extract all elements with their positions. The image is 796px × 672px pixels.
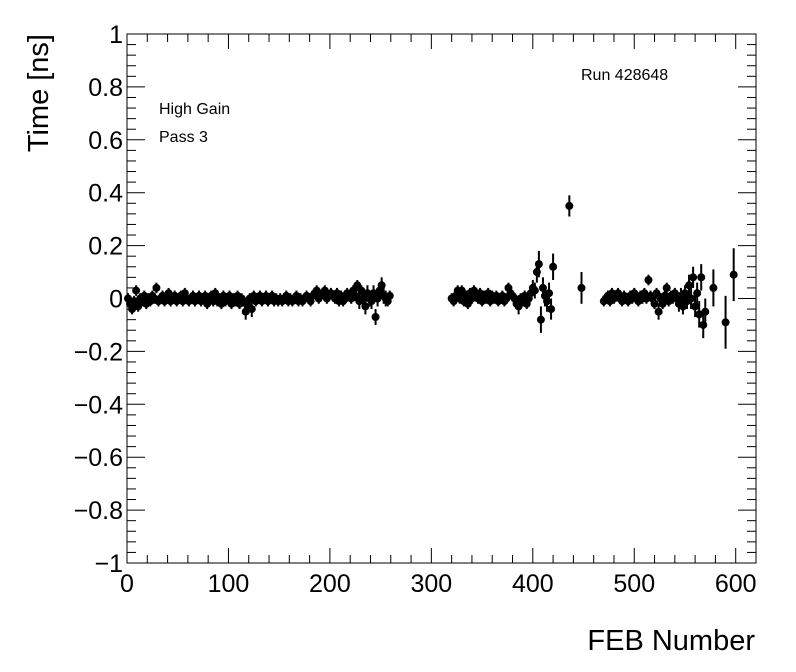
point-marker — [658, 299, 667, 308]
data-point — [691, 295, 700, 318]
data-point — [530, 282, 539, 299]
point-marker — [701, 307, 710, 316]
data-point — [577, 272, 586, 304]
data-point — [128, 303, 137, 315]
point-marker — [565, 201, 574, 210]
point-marker — [549, 262, 558, 271]
point-marker — [547, 305, 556, 314]
x-tick-label: 500 — [613, 570, 655, 598]
y-tick-label: 0.6 — [88, 127, 123, 155]
point-marker — [530, 286, 539, 295]
y-tick-label: −0.6 — [74, 444, 123, 472]
point-marker — [534, 260, 543, 269]
point-marker — [691, 302, 700, 311]
data-point — [689, 266, 698, 288]
point-marker — [729, 270, 738, 279]
point-marker — [687, 294, 696, 303]
data-point — [650, 298, 659, 310]
point-marker — [377, 281, 386, 290]
data-point — [721, 295, 730, 349]
x-tick-label: 200 — [309, 570, 351, 598]
point-marker — [721, 318, 730, 327]
x-axis-ticks — [126, 34, 757, 563]
annotation-pass: Pass 3 — [159, 129, 208, 146]
data-point — [377, 277, 386, 294]
data-point — [152, 282, 161, 294]
data-point — [693, 282, 702, 304]
data-point — [654, 303, 663, 320]
data-point — [361, 298, 370, 315]
point-marker — [361, 302, 370, 311]
point-marker — [697, 273, 706, 282]
data-point — [685, 274, 694, 296]
point-marker — [695, 310, 704, 319]
point-marker — [371, 313, 380, 322]
y-tick-label: 0.2 — [88, 233, 123, 261]
data-point — [547, 298, 556, 320]
data-point — [644, 274, 653, 286]
data-point — [132, 285, 141, 296]
y-tick-label: 0.4 — [88, 180, 123, 208]
point-marker — [650, 299, 659, 308]
data-point — [662, 282, 671, 294]
x-axis-tick-labels: 0 100 200 300 400 500 600 — [120, 570, 757, 598]
data-point — [247, 301, 256, 318]
data-point — [697, 264, 706, 291]
point-marker — [685, 281, 694, 290]
point-marker — [545, 289, 554, 298]
point-marker — [644, 275, 653, 284]
point-marker — [536, 315, 545, 324]
y-tick-label: −0.8 — [74, 497, 123, 525]
data-point — [371, 309, 380, 325]
data-point — [545, 282, 554, 304]
point-marker — [654, 307, 663, 316]
data-point — [385, 290, 394, 302]
y-tick-label: −1 — [94, 550, 123, 578]
data-point — [687, 287, 696, 310]
data-point — [658, 298, 667, 310]
x-tick-label: 300 — [410, 570, 452, 598]
data-points — [124, 195, 738, 349]
y-tick-label: 0.8 — [88, 74, 123, 102]
point-marker — [385, 291, 394, 300]
y-tick-label: −0.4 — [74, 391, 123, 419]
data-point — [709, 269, 718, 307]
data-point — [565, 195, 574, 217]
y-axis-tick-labels: −1 −0.8 −0.6 −0.4 −0.2 0 0.2 0.4 0.6 0.8 1 — [74, 21, 123, 578]
y-tick-label: 0 — [109, 286, 123, 314]
x-axis-title: FEB Number — [587, 625, 755, 657]
point-marker — [662, 283, 671, 292]
point-marker — [132, 286, 141, 295]
data-point — [536, 306, 545, 333]
point-marker — [693, 289, 702, 298]
data-point — [695, 301, 704, 328]
x-tick-label: 400 — [512, 570, 554, 598]
data-point — [729, 248, 738, 302]
point-marker — [577, 283, 586, 292]
point-marker — [128, 305, 137, 314]
data-point — [549, 253, 558, 280]
point-marker — [689, 273, 698, 282]
x-tick-label: 100 — [208, 570, 250, 598]
annotation-run-number: Run 428648 — [581, 67, 668, 84]
x-tick-label: 600 — [715, 570, 757, 598]
y-axis-title: Time [ns] — [23, 34, 55, 152]
point-marker — [709, 283, 718, 292]
data-point — [701, 298, 710, 325]
y-tick-label: −0.2 — [74, 338, 123, 366]
x-tick-label: 0 — [120, 570, 134, 598]
annotation-high-gain: High Gain — [159, 101, 230, 118]
point-marker — [247, 305, 256, 314]
data-point — [534, 250, 543, 278]
point-marker — [152, 283, 161, 292]
y-tick-label: 1 — [109, 21, 123, 49]
